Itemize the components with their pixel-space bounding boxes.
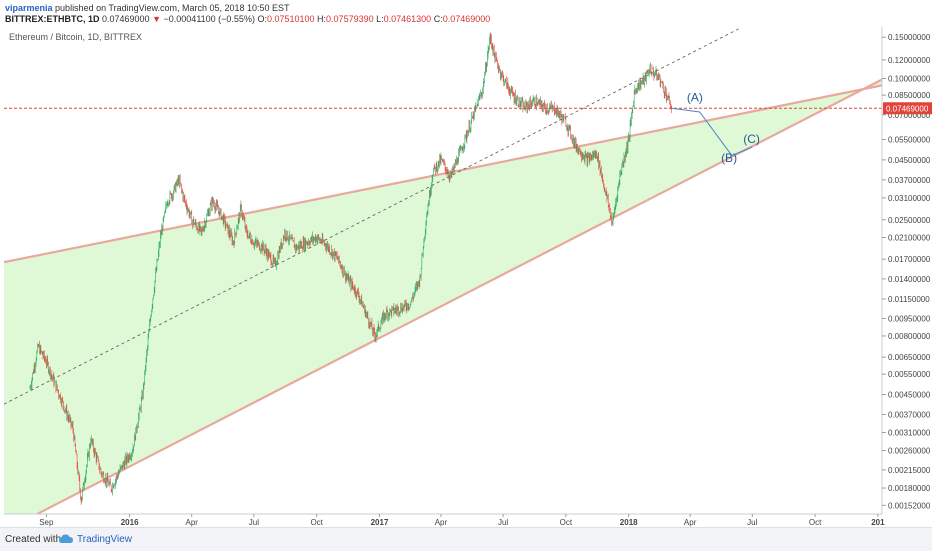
axes: 0.15000000 0.12000000 0.10000000 0.08500000…: [4, 27, 932, 527]
price-tick-label: 0.10000000: [888, 75, 931, 84]
price-tick-label: 0.00650000: [888, 353, 931, 362]
wave-label-2: (C): [743, 132, 760, 146]
last-price: 0.07469000: [102, 14, 150, 24]
time-tick-label: Jul: [747, 518, 757, 527]
price-tick-label: 0.01700000: [888, 255, 931, 264]
quote-line: BITTREX:ETHBTC, 1D 0.07469000 ▼ −0.00041…: [5, 14, 490, 24]
time-tick-label: 2018: [620, 518, 638, 527]
time-tick-label: Oct: [310, 518, 323, 527]
price-tick-label: 0.00152000: [888, 501, 931, 510]
current-price-label: 0.07469000: [886, 104, 929, 113]
publish-line: viparmenia published on TradingView.com,…: [5, 3, 290, 13]
time-tick-label: Apr: [186, 518, 199, 527]
low-value: 0.07461300: [383, 14, 432, 24]
time-tick-label: Apr: [684, 518, 697, 527]
chart-title: Ethereum / Bitcoin, 1D, BITTREX: [9, 32, 142, 42]
time-tick-label: 2017: [371, 518, 389, 527]
price-tick-label: 0.00370000: [888, 411, 931, 420]
price-tick-label: 0.03700000: [888, 176, 931, 185]
channel-fill: [4, 79, 882, 514]
tradingview-logo[interactable]: TradingView: [58, 531, 132, 547]
cloud-icon: [59, 534, 73, 543]
time-tick-label: Jul: [249, 518, 259, 527]
time-tick-label: Sep: [39, 518, 54, 527]
close-value: 0.07469000: [442, 14, 491, 24]
price-change: −0.00041100 (−0.55%): [163, 14, 255, 24]
wave-label-1: (B): [721, 151, 737, 165]
wave-projection: [671, 107, 753, 157]
footer-bar: Created with TradingView: [0, 527, 932, 551]
time-tick-label: 201: [871, 518, 885, 527]
created-with-label: Created with: [5, 534, 62, 545]
low-label: L:: [376, 14, 384, 24]
price-tick-label: 0.00450000: [888, 391, 931, 400]
time-tick-label: Oct: [560, 518, 573, 527]
high-label: H:: [317, 14, 327, 24]
publish-info: published on TradingView.com, March 05, …: [55, 3, 290, 13]
price-tick-label: 0.15000000: [888, 33, 931, 42]
time-tick-label: Jul: [498, 518, 508, 527]
price-chart[interactable]: (A) (B) (C) Ethereum / Bitcoin, 1D, BITTRE…: [0, 27, 932, 527]
price-tick-label: 0.08500000: [888, 91, 931, 100]
current-price-badge: [883, 102, 932, 115]
price-tick-label: 0.07000000: [888, 111, 931, 120]
symbol-label: BITTREX:ETHBTC, 1D: [5, 14, 100, 24]
wave-label-0: (A): [687, 90, 703, 104]
price-tick-label: 0.01150000: [888, 295, 930, 304]
brand-name: TradingView: [77, 533, 133, 545]
high-value: 0.07579390: [326, 14, 374, 24]
price-tick-label: 0.00310000: [888, 429, 931, 438]
close-label: C:: [433, 14, 443, 24]
author-link[interactable]: viparmenia: [5, 3, 53, 13]
price-tick-label: 0.00800000: [888, 332, 931, 341]
time-tick-label: Oct: [809, 518, 822, 527]
time-tick-label: Apr: [435, 518, 448, 527]
time-tick-label: 2016: [121, 518, 139, 527]
price-tick-label: 0.00950000: [888, 314, 931, 323]
price-tick-label: 0.04500000: [888, 156, 931, 165]
price-tick-label: 0.12000000: [888, 56, 931, 65]
price-tick-label: 0.01400000: [888, 275, 931, 284]
price-tick-label: 0.02100000: [888, 234, 931, 243]
channel-lower-line: [34, 78, 882, 514]
change-arrow-icon: ▼: [152, 14, 162, 24]
chart-header: viparmenia published on TradingView.com,…: [0, 0, 932, 28]
open-label: O:: [257, 14, 267, 24]
price-tick-label: 0.00215000: [888, 466, 931, 475]
open-value: 0.07510100: [266, 14, 315, 24]
plot-area[interactable]: (A) (B) (C): [4, 27, 882, 527]
channel-upper-line: [4, 84, 882, 264]
price-tick-label: 0.00260000: [888, 447, 931, 456]
price-tick-label: 0.02500000: [888, 216, 931, 225]
price-tick-label: 0.03100000: [888, 194, 931, 203]
candles: [29, 32, 673, 505]
price-tick-label: 0.05500000: [888, 135, 931, 144]
price-tick-label: 0.00180000: [888, 484, 931, 493]
price-tick-label: 0.00550000: [888, 370, 931, 379]
